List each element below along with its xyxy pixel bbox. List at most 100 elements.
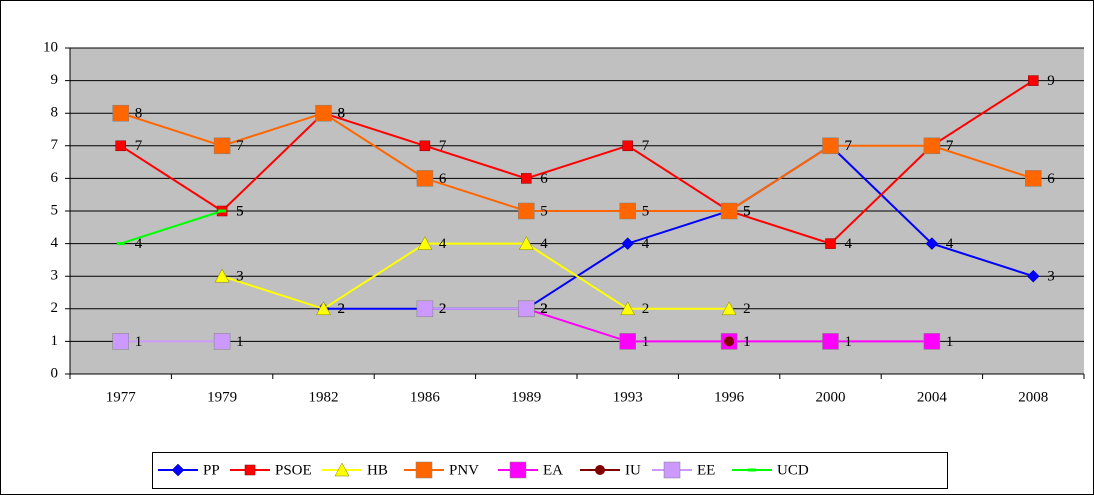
data-label: 1	[845, 334, 853, 350]
marker	[218, 209, 227, 213]
data-label: 5	[642, 203, 650, 219]
x-tick-label: 2008	[1018, 389, 1048, 405]
data-label: 2	[540, 301, 548, 317]
marker	[116, 242, 125, 246]
marker	[822, 333, 839, 350]
data-label: 7	[135, 138, 143, 154]
legend-label: UCD	[777, 462, 809, 478]
data-label: 2	[642, 301, 650, 317]
marker	[518, 236, 534, 250]
data-label: 1	[743, 334, 751, 350]
marker	[748, 468, 756, 472]
marker	[214, 268, 230, 283]
data-label: 4	[946, 236, 954, 252]
marker	[416, 300, 434, 318]
data-label: 5	[236, 203, 244, 219]
marker	[724, 336, 735, 347]
marker	[619, 202, 636, 220]
data-label: 2	[338, 301, 346, 317]
data-label: 5	[540, 203, 548, 219]
data-label: 4	[642, 236, 650, 252]
data-label: 2	[338, 301, 346, 317]
y-tick-label: 8	[51, 105, 59, 121]
data-label: 6	[439, 171, 447, 187]
data-label: 5	[743, 203, 751, 219]
marker	[334, 462, 350, 477]
data-label: 7	[236, 138, 244, 154]
marker	[621, 237, 635, 250]
marker	[825, 238, 836, 249]
y-tick-label: 9	[51, 72, 59, 88]
marker	[663, 461, 681, 479]
y-tick-label: 7	[51, 137, 59, 153]
marker	[622, 140, 633, 152]
legend-label: PSOE	[275, 462, 312, 478]
marker	[620, 301, 636, 316]
data-label: 3	[1047, 269, 1055, 285]
y-tick-label: 4	[51, 235, 59, 251]
marker	[115, 140, 126, 152]
marker	[416, 170, 434, 187]
marker	[1028, 75, 1039, 86]
data-label: 4	[845, 236, 853, 252]
x-tick-label: 1979	[207, 389, 237, 405]
data-label: 9	[1047, 73, 1055, 89]
x-tick-label: 1977	[106, 389, 137, 405]
data-label: 7	[946, 138, 954, 154]
marker	[619, 333, 636, 350]
data-label: 1	[642, 334, 650, 350]
marker	[1026, 269, 1040, 283]
marker	[213, 333, 231, 350]
y-tick-label: 1	[51, 333, 59, 349]
data-label: 4	[135, 236, 143, 252]
marker	[518, 202, 535, 220]
legend-label: EA	[543, 462, 563, 478]
marker	[595, 465, 605, 475]
marker	[171, 463, 185, 477]
data-label: 8	[338, 106, 346, 122]
data-label: 4	[439, 236, 447, 252]
marker	[315, 104, 332, 122]
x-tick-label: 1989	[511, 389, 541, 405]
marker	[419, 140, 431, 152]
data-label: 8	[135, 106, 143, 122]
data-label: 7	[946, 138, 954, 154]
data-label: 8	[338, 106, 346, 122]
marker	[112, 104, 129, 122]
series-line	[120, 79, 1034, 245]
legend	[152, 452, 948, 489]
legend-label: HB	[367, 462, 388, 478]
data-label: 4	[540, 236, 548, 252]
x-tick-label: 1996	[714, 389, 745, 405]
data-label: 6	[1047, 171, 1055, 187]
data-label: 7	[642, 138, 650, 154]
marker	[112, 333, 129, 350]
series-line	[120, 112, 1034, 212]
series-line	[120, 210, 223, 245]
marker	[1025, 170, 1042, 187]
y-tick-label: 6	[51, 170, 59, 186]
data-label: 3	[236, 269, 244, 285]
data-label: 1	[135, 334, 143, 350]
y-tick-label: 0	[51, 365, 59, 381]
y-tick-label: 10	[43, 39, 58, 55]
data-label: 1	[946, 334, 954, 350]
series-line	[221, 242, 730, 310]
marker	[316, 301, 331, 316]
data-label: 5	[236, 203, 244, 219]
x-tick-label: 2004	[917, 389, 948, 405]
x-tick-label: 2000	[816, 389, 846, 405]
data-label: 7	[439, 138, 447, 154]
data-label: 5	[743, 203, 751, 219]
x-tick-label: 1993	[613, 389, 643, 405]
data-label: 5	[743, 203, 751, 219]
marker	[720, 202, 738, 220]
data-label: 1	[236, 334, 244, 350]
data-label: 2	[540, 301, 548, 317]
marker	[244, 464, 256, 476]
legend-label: PP	[203, 462, 220, 478]
marker	[923, 333, 941, 350]
marker	[518, 300, 535, 318]
y-tick-label: 3	[51, 268, 59, 284]
